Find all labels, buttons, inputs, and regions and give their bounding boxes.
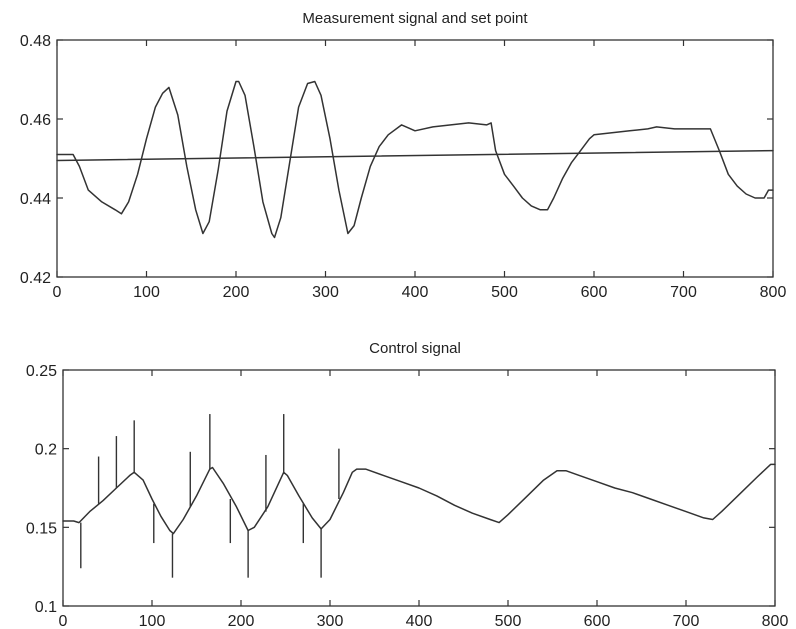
y-tick-label: 0.15 xyxy=(26,520,57,537)
x-tick-label: 200 xyxy=(223,284,250,301)
x-tick-label: 400 xyxy=(406,613,433,629)
x-tick-label: 800 xyxy=(760,284,787,301)
series-line-control-1 xyxy=(62,463,776,535)
y-tick-label: 0.44 xyxy=(20,191,51,208)
x-tick-label: 700 xyxy=(673,613,700,629)
panel-control: Control signal 0 100 200 300 400 500 600 700 800… xyxy=(26,340,789,629)
y-tick-label: 0.25 xyxy=(26,363,57,380)
x-tick-label: 600 xyxy=(581,284,608,301)
x-tick-label: 500 xyxy=(495,613,522,629)
panel-title-control: Control signal xyxy=(369,340,461,357)
y-tick-label: 0.1 xyxy=(35,599,57,616)
x-tick-label: 200 xyxy=(228,613,255,629)
series-line-measurement-2 xyxy=(56,149,774,162)
y-axis-measurement: 0.42 0.44 0.46 0.48 xyxy=(20,33,773,287)
series-line-measurement-1 xyxy=(56,80,774,239)
x-tick-label: 100 xyxy=(139,613,166,629)
x-tick-label: 400 xyxy=(402,284,429,301)
x-tick-label: 800 xyxy=(762,613,789,629)
panel-title-measurement: Measurement signal and set point xyxy=(302,10,528,27)
y-axis-control: 0.1 0.15 0.2 0.25 xyxy=(26,363,775,616)
y-tick-label: 0.2 xyxy=(35,442,57,459)
panel-measurement: Measurement signal and set point 0 100 200… xyxy=(20,10,787,301)
x-axis-measurement: 0 100 200 300 400 500 600 700 800 xyxy=(53,40,787,301)
x-tick-label: 500 xyxy=(491,284,518,301)
x-tick-label: 300 xyxy=(312,284,339,301)
series-measurement xyxy=(56,80,774,239)
y-tick-label: 0.46 xyxy=(20,112,51,129)
y-tick-label: 0.42 xyxy=(20,270,51,287)
x-tick-label: 600 xyxy=(584,613,611,629)
y-tick-label: 0.48 xyxy=(20,33,51,50)
x-axis-control: 0 100 200 300 400 500 600 700 800 xyxy=(59,370,789,629)
series-control xyxy=(62,414,776,578)
x-tick-label: 100 xyxy=(133,284,160,301)
x-tick-label: 0 xyxy=(59,613,68,629)
x-tick-label: 700 xyxy=(670,284,697,301)
x-tick-label: 300 xyxy=(317,613,344,629)
x-tick-label: 0 xyxy=(53,284,62,301)
